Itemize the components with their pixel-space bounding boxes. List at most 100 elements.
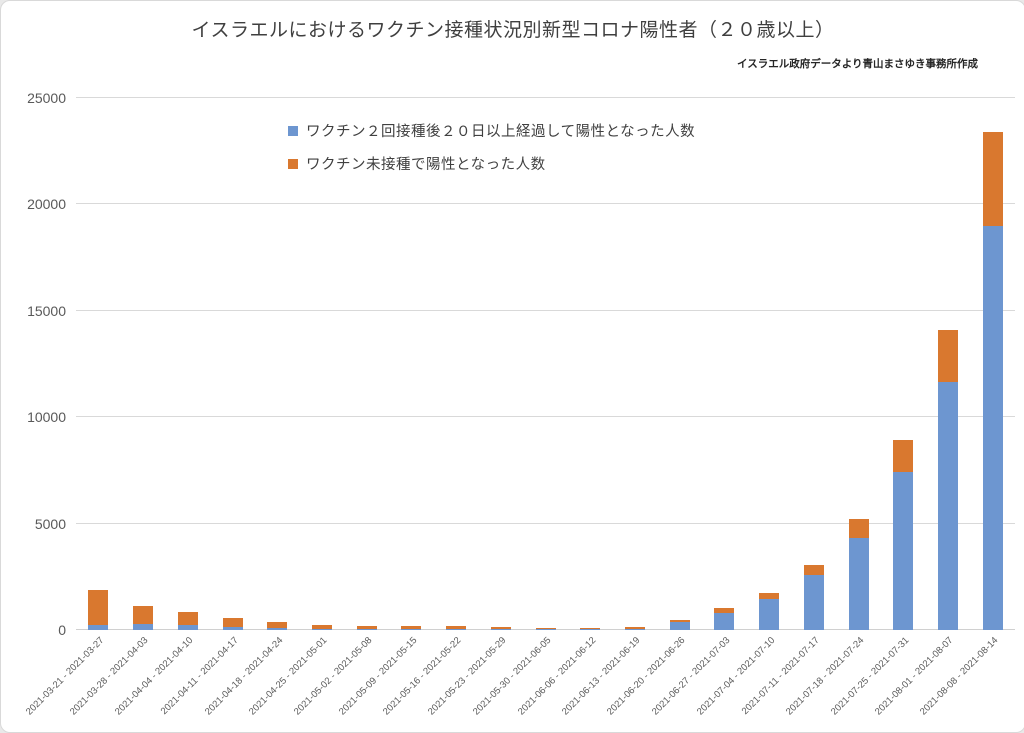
bar-slot: 2021-04-25 - 2021-05-01 xyxy=(247,98,345,717)
gridline-15000 xyxy=(76,309,1015,311)
bar-segment-unvaccinated xyxy=(982,132,1003,226)
legend-swatch-unvaccinated-icon xyxy=(288,158,298,169)
bar-slot: 2021-04-11 - 2021-04-17 xyxy=(158,98,255,717)
x-axis-label: 2021-08-01 - 2021-08-07 xyxy=(873,635,956,718)
legend: ワクチン２回接種後２０日以上経過して陽性となった人数 ワクチン未接種で陽性となっ… xyxy=(288,120,695,186)
bar-segment-vaccinated xyxy=(267,627,288,630)
bar-segment-vaccinated xyxy=(490,629,511,630)
y-tick-label-5000: 5000 xyxy=(34,515,66,532)
bar-slot: 2021-06-06 - 2021-06-12 xyxy=(516,98,613,717)
bar-segment-unvaccinated xyxy=(311,625,332,629)
bar-segment-unvaccinated xyxy=(759,592,780,600)
x-axis-label: 2021-08-08 - 2021-08-14 xyxy=(918,635,1001,718)
stacked-bar xyxy=(133,606,154,630)
bar-slot: 2021-05-23 - 2021-05-29 xyxy=(426,98,523,717)
bar-segment-vaccinated xyxy=(401,629,422,630)
plot-area: 0 5000 10000 15000 20000 25000 2021-03-21 - 2… xyxy=(24,90,1015,717)
bar-slot: 2021-07-18 - 2021-07-24 xyxy=(784,98,881,717)
x-axis-label: 2021-04-04 - 2021-04-10 xyxy=(113,635,196,718)
bar-slot: 2021-03-21 - 2021-03-27 xyxy=(24,98,121,717)
x-axis-label: 2021-03-28 - 2021-04-03 xyxy=(68,635,151,718)
x-axis-label: 2021-05-30 - 2021-06-05 xyxy=(470,635,554,718)
stacked-bar xyxy=(938,329,959,630)
bar-segment-vaccinated xyxy=(356,628,377,630)
stacked-bar xyxy=(624,627,645,630)
x-axis-label: 2021-05-02 - 2021-05-08 xyxy=(291,635,375,718)
legend-label-unvaccinated: ワクチン未接種で陽性となった人数 xyxy=(306,157,546,173)
bar-segment-vaccinated xyxy=(222,626,243,630)
bar-segment-unvaccinated xyxy=(356,625,377,629)
bar-segment-vaccinated xyxy=(714,612,735,630)
stacked-bar xyxy=(669,620,690,630)
y-tick-label-20000: 20000 xyxy=(27,196,66,213)
chart-title: イスラエルにおけるワクチン接種状況別新型コロナ陽性者（２０歳以上） xyxy=(191,20,835,41)
y-tick-label-10000: 10000 xyxy=(27,409,66,426)
bar-segment-unvaccinated xyxy=(938,329,959,383)
bar-segment-vaccinated xyxy=(535,629,556,630)
bar-slot: 2021-06-27 - 2021-07-03 xyxy=(650,98,747,717)
y-tick-label-15000: 15000 xyxy=(27,302,66,319)
bar-segment-vaccinated xyxy=(759,599,780,630)
bar-segment-vaccinated xyxy=(311,628,332,630)
x-axis-label: 2021-05-16 - 2021-05-22 xyxy=(381,635,464,718)
bar-slot: 2021-08-08 - 2021-08-14 xyxy=(918,98,1015,717)
x-axis-label: 2021-04-18 - 2021-04-24 xyxy=(202,635,286,718)
x-axis-label: 2021-06-27 - 2021-07-03 xyxy=(649,635,733,718)
stacked-bar xyxy=(848,519,869,630)
stacked-bar xyxy=(535,627,556,630)
bar-segment-unvaccinated xyxy=(177,611,198,626)
x-axis-label: 2021-05-23 - 2021-05-29 xyxy=(426,635,509,718)
bar-segment-unvaccinated xyxy=(669,620,690,622)
bar-slot: 2021-04-18 - 2021-04-24 xyxy=(203,98,300,717)
bar-slot: 2021-05-09 - 2021-05-15 xyxy=(337,98,434,717)
stacked-bar xyxy=(893,440,914,630)
bar-slot: 2021-05-30 - 2021-06-05 xyxy=(471,98,568,717)
bar-segment-unvaccinated xyxy=(401,626,422,630)
x-axis-label: 2021-07-11 - 2021-07-17 xyxy=(739,635,822,717)
x-axis-label: 2021-06-13 - 2021-06-19 xyxy=(560,635,643,718)
stacked-bar xyxy=(356,625,377,630)
bar-segment-unvaccinated xyxy=(624,627,645,630)
gridline-25000 xyxy=(76,97,1015,98)
bar-segment-vaccinated xyxy=(938,382,959,630)
bar-segment-unvaccinated xyxy=(893,440,914,473)
gridline-20000 xyxy=(76,203,1015,205)
bar-segment-unvaccinated xyxy=(133,606,154,625)
stacked-bar xyxy=(759,592,780,630)
bar-slot: 2021-07-11 - 2021-07-17 xyxy=(740,98,837,717)
bar-segment-vaccinated xyxy=(803,574,824,630)
y-tick-label-0: 0 xyxy=(58,622,66,638)
stacked-bar xyxy=(490,627,511,630)
y-tick-label-25000: 25000 xyxy=(27,90,66,106)
stacked-bar xyxy=(714,607,735,630)
x-axis-label: 2021-03-21 - 2021-03-27 xyxy=(23,635,107,718)
bar-segment-vaccinated xyxy=(848,537,869,630)
bar-segment-unvaccinated xyxy=(446,626,467,629)
legend-item-vaccinated: ワクチン２回接種後２０日以上経過して陽性となった人数 xyxy=(288,120,695,141)
legend-item-unvaccinated: ワクチン未接種で陽性となった人数 xyxy=(288,153,695,174)
bar-segment-unvaccinated xyxy=(803,564,824,575)
stacked-bar xyxy=(803,564,824,630)
stacked-bar xyxy=(982,132,1003,630)
x-axis-label: 2021-07-18 - 2021-07-24 xyxy=(783,635,867,718)
bar-segment-unvaccinated xyxy=(222,618,243,627)
bar-segment-unvaccinated xyxy=(580,628,601,630)
attribution-note: イスラエル政府データより青山まさゆき事務所作成 xyxy=(737,59,978,70)
bar-slot: 2021-05-16 - 2021-05-22 xyxy=(381,98,479,717)
bar-segment-unvaccinated xyxy=(267,621,288,628)
stacked-bar xyxy=(446,626,467,630)
bar-slot: 2021-04-04 - 2021-04-10 xyxy=(113,98,210,717)
bar-slot: 2021-03-28 - 2021-04-03 xyxy=(68,98,166,717)
bar-slot: 2021-05-02 - 2021-05-08 xyxy=(292,98,389,717)
legend-label-vaccinated: ワクチン２回接種後２０日以上経過して陽性となった人数 xyxy=(306,124,696,140)
bar-segment-vaccinated xyxy=(177,625,198,630)
bar-segment-unvaccinated xyxy=(714,607,735,613)
x-axis-label: 2021-05-09 - 2021-05-15 xyxy=(336,635,420,718)
x-axis-label: 2021-07-25 - 2021-07-31 xyxy=(828,635,912,718)
gridline-10000 xyxy=(76,416,1015,418)
bar-segment-vaccinated xyxy=(982,225,1003,630)
bar-segment-vaccinated xyxy=(893,472,914,630)
x-axis-label: 2021-04-25 - 2021-05-01 xyxy=(247,635,330,718)
bar-segment-unvaccinated xyxy=(535,627,556,630)
bar-segment-vaccinated xyxy=(446,628,467,630)
